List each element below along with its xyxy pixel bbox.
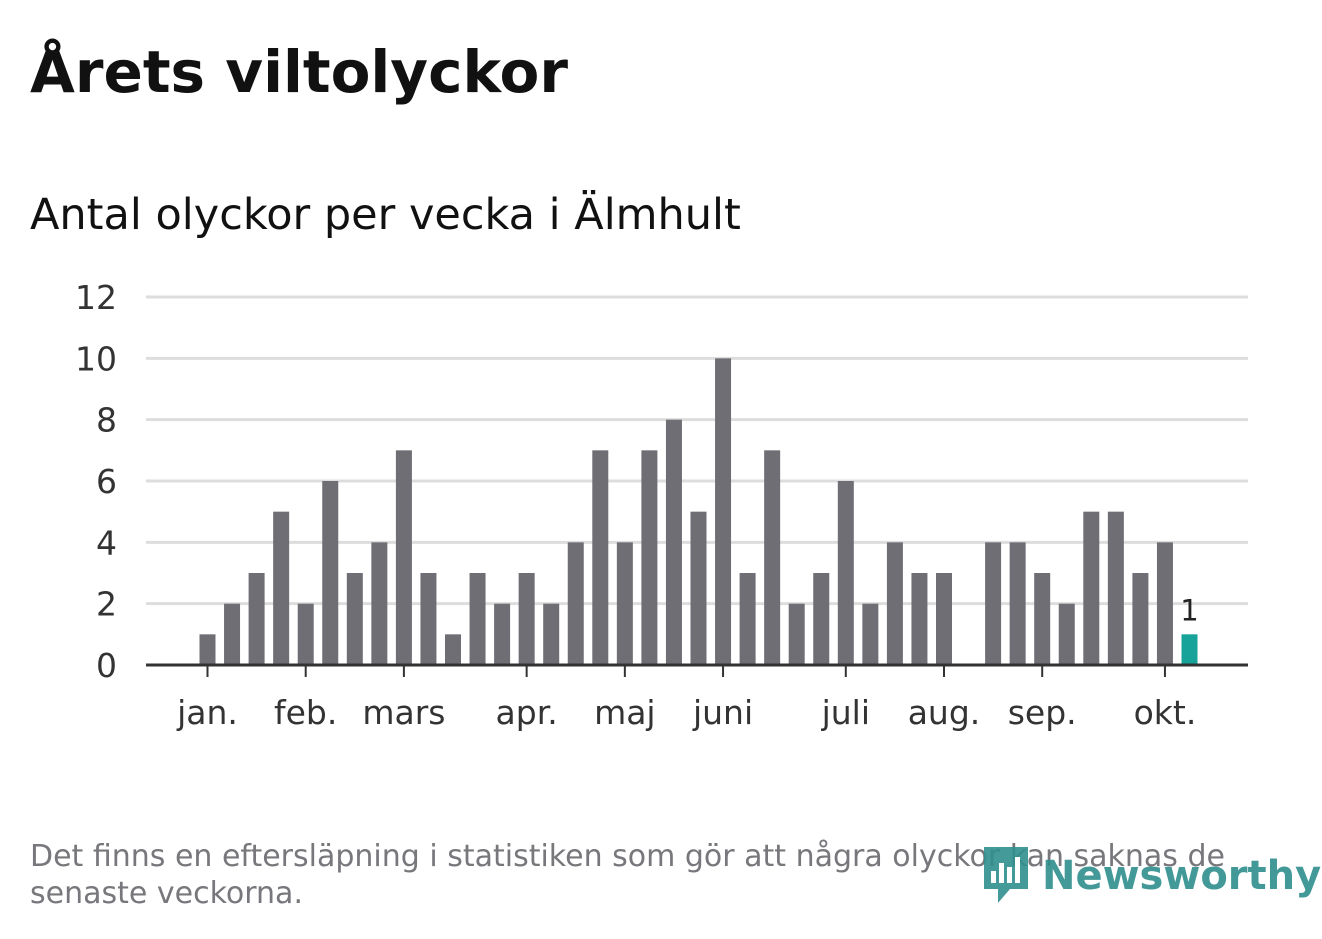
bar <box>1083 511 1100 665</box>
y-tick-label: 10 <box>75 339 117 378</box>
bar <box>1107 511 1124 665</box>
bar <box>273 511 290 665</box>
bar <box>567 542 584 665</box>
x-tick-label: juli <box>821 693 870 732</box>
bar <box>592 450 609 665</box>
bar <box>616 542 633 665</box>
chart-title: Årets viltolyckor <box>30 38 568 106</box>
logo-icon <box>984 847 1028 903</box>
x-tick-label: maj <box>594 693 656 732</box>
bar <box>1132 573 1149 665</box>
x-tick-label: mars <box>362 693 445 732</box>
y-tick-label: 2 <box>96 585 117 624</box>
bar <box>543 603 560 665</box>
y-axis-ticks: 0 2 4 6 8 10 12 <box>75 278 117 685</box>
bar-chart: 0 2 4 6 8 10 12 jan. feb. mars apr. maj juni juli aug… <box>75 278 1248 732</box>
bar <box>469 573 486 665</box>
y-tick-label: 0 <box>96 646 117 685</box>
bar <box>690 511 707 665</box>
y-tick-label: 4 <box>96 523 117 562</box>
last-value-label: 1 <box>1180 593 1198 627</box>
data-labels: 1 <box>1180 593 1198 627</box>
bar <box>1156 542 1173 665</box>
newsworthy-logo: Newsworthy <box>980 845 1321 907</box>
bar-highlight <box>1181 634 1198 665</box>
bar <box>224 603 241 665</box>
x-tick-label: okt. <box>1134 693 1197 732</box>
bar <box>936 573 952 665</box>
bar <box>248 573 265 665</box>
bar <box>346 573 363 665</box>
bar <box>837 481 854 665</box>
x-tick-label: jan. <box>176 693 238 732</box>
x-axis-ticks: jan. feb. mars apr. maj juni juli aug. sep. okt. <box>176 665 1196 732</box>
x-tick-label: juni <box>692 693 753 732</box>
x-tick-label: sep. <box>1008 693 1077 732</box>
bar <box>911 573 928 665</box>
bar <box>494 603 511 665</box>
bar <box>371 542 388 665</box>
x-tick-label: feb. <box>274 693 337 732</box>
bar <box>665 419 682 665</box>
bar <box>886 542 903 665</box>
y-tick-label: 8 <box>96 401 117 440</box>
bar <box>1058 603 1075 665</box>
bar <box>641 450 658 665</box>
bar <box>518 573 535 665</box>
bar <box>297 603 314 665</box>
bar <box>813 573 830 665</box>
bar <box>445 634 461 665</box>
bar <box>715 358 732 665</box>
x-tick-label: apr. <box>496 693 558 732</box>
logo-text: Newsworthy <box>1042 853 1322 899</box>
chart-subtitle: Antal olyckor per vecka i Älmhult <box>30 190 741 240</box>
x-tick-label: aug. <box>908 693 981 732</box>
bar <box>788 603 805 665</box>
bar <box>739 573 756 665</box>
bar <box>1009 542 1026 665</box>
y-tick-label: 12 <box>75 278 117 317</box>
y-tick-label: 6 <box>96 462 117 501</box>
bars <box>199 358 1198 665</box>
bar <box>985 542 1002 665</box>
bar <box>395 450 412 665</box>
bar <box>322 481 339 665</box>
bar <box>199 634 216 665</box>
bar <box>764 450 781 665</box>
bar <box>862 603 879 665</box>
bar <box>1034 573 1051 665</box>
bar <box>420 573 437 665</box>
